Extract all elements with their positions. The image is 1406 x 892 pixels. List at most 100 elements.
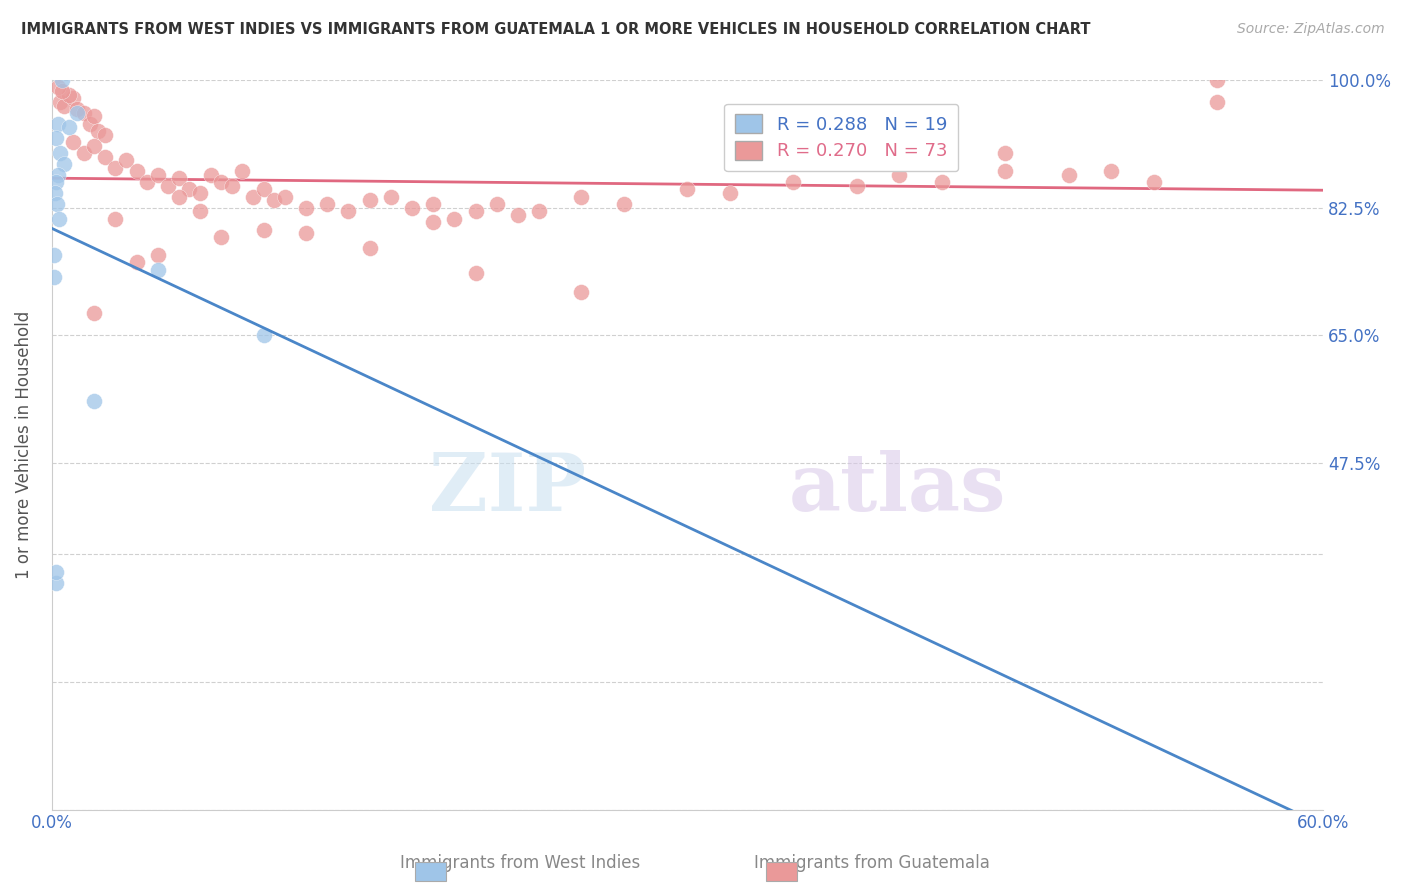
Text: Immigrants from Guatemala: Immigrants from Guatemala <box>754 855 990 872</box>
Point <box>253 182 276 196</box>
Point <box>221 178 243 193</box>
Legend: R = 0.288   N = 19, R = 0.270   N = 73: R = 0.288 N = 19, R = 0.270 N = 73 <box>724 103 957 171</box>
Point <box>66 102 89 116</box>
Point <box>72 145 94 160</box>
Point <box>209 230 232 244</box>
Point <box>83 394 105 409</box>
Point <box>571 190 593 204</box>
Point <box>1206 95 1229 109</box>
Point <box>46 197 69 211</box>
Point <box>53 98 76 112</box>
Point <box>464 266 486 280</box>
Point <box>83 138 105 153</box>
Point <box>316 197 339 211</box>
Y-axis label: 1 or more Vehicles in Household: 1 or more Vehicles in Household <box>15 310 32 579</box>
Point <box>146 248 169 262</box>
Point <box>45 566 67 580</box>
Point <box>42 269 65 284</box>
Point <box>45 576 67 591</box>
Point <box>295 201 318 215</box>
Point <box>146 168 169 182</box>
Text: Immigrants from West Indies: Immigrants from West Indies <box>401 855 640 872</box>
Point <box>49 95 72 109</box>
Point <box>104 161 127 175</box>
Point <box>485 197 508 211</box>
Point <box>93 128 115 142</box>
Point <box>231 164 253 178</box>
Point <box>42 248 65 262</box>
Point <box>422 215 444 229</box>
Point <box>1142 175 1164 189</box>
Point <box>62 91 84 105</box>
Point <box>443 211 465 226</box>
Point <box>1057 168 1080 182</box>
Point <box>1099 164 1122 178</box>
Point <box>401 201 423 215</box>
Point <box>93 150 115 164</box>
Point <box>157 178 180 193</box>
Point <box>676 182 699 196</box>
Point <box>87 124 110 138</box>
Point <box>45 131 67 145</box>
Point <box>209 175 232 189</box>
Point <box>188 186 211 200</box>
Point <box>889 168 911 182</box>
Point <box>51 73 73 87</box>
Point <box>45 175 67 189</box>
Point <box>359 194 381 208</box>
Point <box>125 164 148 178</box>
Point <box>66 105 89 120</box>
Point <box>1206 73 1229 87</box>
Point <box>571 285 593 299</box>
Point <box>337 204 360 219</box>
Text: ZIP: ZIP <box>429 450 586 527</box>
Point <box>167 171 190 186</box>
Point <box>104 211 127 226</box>
Point <box>782 175 804 189</box>
Point <box>931 175 953 189</box>
Point <box>83 306 105 320</box>
Point <box>506 208 529 222</box>
Point <box>253 222 276 236</box>
Point <box>58 120 80 135</box>
Point <box>200 168 222 182</box>
Point <box>380 190 402 204</box>
Point <box>295 226 318 240</box>
Point <box>718 186 741 200</box>
Point <box>422 197 444 211</box>
Point <box>179 182 201 196</box>
Point <box>527 204 550 219</box>
Point <box>274 190 297 204</box>
Point <box>242 190 264 204</box>
Point <box>46 80 69 95</box>
Point <box>79 117 101 131</box>
Point <box>359 241 381 255</box>
Point <box>994 145 1017 160</box>
Point <box>115 153 138 168</box>
Point <box>188 204 211 219</box>
Point <box>83 110 105 124</box>
Point <box>72 105 94 120</box>
Point <box>46 117 69 131</box>
Point <box>464 204 486 219</box>
Point <box>253 328 276 343</box>
Point <box>46 168 69 182</box>
Point <box>846 178 869 193</box>
Text: Source: ZipAtlas.com: Source: ZipAtlas.com <box>1237 22 1385 37</box>
Point <box>62 135 84 149</box>
Point <box>51 84 73 98</box>
Point <box>994 164 1017 178</box>
Point <box>613 197 636 211</box>
Text: atlas: atlas <box>789 450 1007 527</box>
Point <box>146 262 169 277</box>
Point <box>48 211 70 226</box>
Point <box>49 145 72 160</box>
Point <box>136 175 159 189</box>
Point <box>53 157 76 171</box>
Point <box>167 190 190 204</box>
Point <box>44 186 66 200</box>
Text: IMMIGRANTS FROM WEST INDIES VS IMMIGRANTS FROM GUATEMALA 1 OR MORE VEHICLES IN H: IMMIGRANTS FROM WEST INDIES VS IMMIGRANT… <box>21 22 1091 37</box>
Point <box>125 255 148 269</box>
Point <box>58 87 80 102</box>
Point <box>263 194 285 208</box>
